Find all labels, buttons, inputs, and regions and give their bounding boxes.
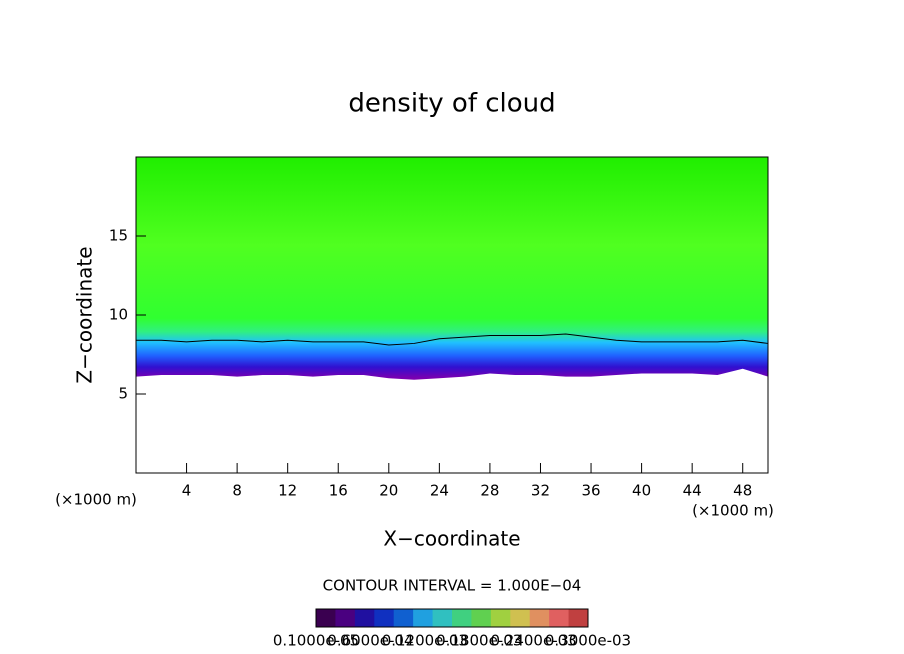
colorbar-swatch	[413, 609, 434, 627]
colorbar-label: 0.3000e-03	[545, 632, 631, 650]
colorbar-label: 0.6000e-04	[327, 632, 413, 650]
y-axis-label: Z−coordinate	[73, 246, 97, 383]
plot-area	[136, 157, 769, 380]
x-tick-label: 48	[733, 482, 752, 500]
x-tick-label: 24	[430, 482, 449, 500]
x-tick-label: 44	[683, 482, 702, 500]
colorbar-swatch	[452, 609, 472, 627]
x-tick-label: 36	[581, 482, 600, 500]
colorbar-swatch	[529, 609, 550, 627]
colorbar-swatch	[471, 609, 492, 627]
cloud-field	[136, 157, 768, 380]
colorbar-swatch	[374, 609, 395, 627]
x-tick-label: 4	[182, 482, 192, 500]
y-tick-label: 5	[118, 385, 128, 403]
y-tick-label: 15	[109, 227, 128, 245]
contour-line	[136, 333, 769, 346]
x-tick-label: 16	[329, 482, 348, 500]
x-tick-label: 12	[278, 482, 297, 500]
colorbar-swatch	[354, 609, 375, 627]
colorbar-swatch	[316, 609, 336, 627]
colorbar-label: 0.2400e-03	[490, 632, 576, 650]
colorbar-frame	[315, 608, 589, 628]
x-tick-label: 32	[531, 482, 550, 500]
chart-title: density of cloud	[348, 89, 555, 119]
colorbar-label: 0.1200e-03	[382, 632, 468, 650]
colorbar-swatch	[549, 609, 570, 627]
contour-interval: CONTOUR INTERVAL = 1.000E−04	[323, 577, 582, 595]
x-unit-label: (×1000 m)	[692, 502, 774, 520]
colorbar-swatch	[510, 609, 531, 627]
colorbar-swatch	[393, 609, 414, 627]
colorbar-label: 0.1800e-03	[436, 632, 522, 650]
colorbar-swatch	[432, 609, 453, 627]
x-tick-label: 8	[232, 482, 242, 500]
x-axis-label: X−coordinate	[383, 527, 520, 551]
x-tick-label: 20	[379, 482, 398, 500]
y-tick-label: 10	[109, 306, 128, 324]
colorbar-label: 0.1000e-05	[273, 632, 359, 650]
x-tick-label: 28	[480, 482, 499, 500]
y-unit-label: (×1000 m)	[55, 491, 137, 509]
x-tick-label: 40	[632, 482, 651, 500]
colorbar-swatch	[335, 609, 356, 627]
colorbar-swatch	[568, 609, 589, 627]
colorbar-swatch	[490, 609, 511, 627]
